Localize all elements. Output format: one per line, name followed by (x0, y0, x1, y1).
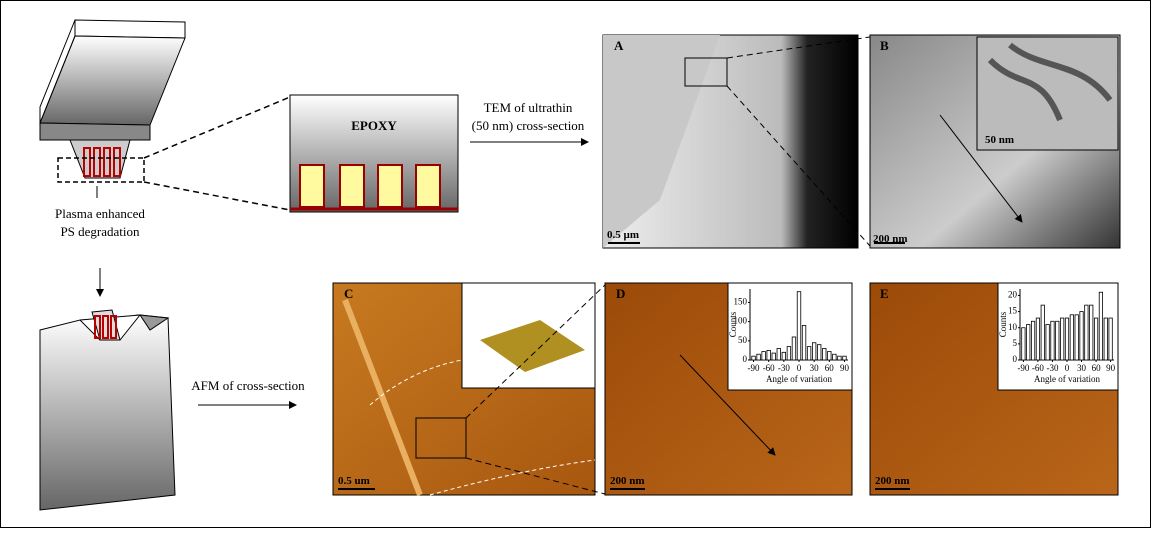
y-axis-label: Counts (728, 311, 738, 337)
bar (828, 352, 832, 360)
bar (1031, 321, 1034, 360)
scale-label: 200 nm (873, 233, 908, 245)
y-tick-label: 15 (1008, 306, 1018, 316)
x-tick-label: 30 (1077, 363, 1087, 373)
x-tick-label: 90 (840, 363, 850, 373)
bar (1046, 325, 1049, 361)
scale-label: 0.5 um (338, 475, 370, 487)
plasma-label: Plasma enhanced (55, 206, 145, 221)
x-tick-label: -90 (1017, 363, 1029, 373)
bar (1036, 318, 1039, 360)
bar (838, 356, 842, 360)
bar (1022, 328, 1025, 360)
bar (1104, 318, 1107, 360)
panel-letter: B (880, 38, 889, 53)
bar (1070, 315, 1073, 360)
panel-letter: E (880, 286, 889, 301)
y-axis-label: Counts (998, 311, 1008, 337)
afm-label: AFM of cross-section (191, 378, 305, 393)
bar (1051, 321, 1054, 360)
bar (1075, 315, 1078, 360)
bar (777, 348, 781, 360)
panel-letter: C (344, 286, 353, 301)
epoxy-diagram (290, 95, 458, 212)
x-tick-label: 0 (797, 363, 802, 373)
y-tick-label: 150 (734, 296, 748, 306)
tem-label: (50 nm) cross-section (472, 118, 585, 133)
bar (1099, 292, 1102, 360)
scale-label: 200 nm (610, 475, 645, 487)
bar (782, 352, 786, 360)
bar (1080, 312, 1083, 360)
x-tick-label: 90 (1106, 363, 1116, 373)
x-tick-label: 60 (825, 363, 835, 373)
y-tick-label: 20 (1008, 290, 1018, 300)
x-tick-label: 60 (1092, 363, 1102, 373)
x-tick-label: -30 (1046, 363, 1058, 373)
y-tick-label: 10 (1008, 322, 1018, 332)
y-tick-label: 5 (1013, 338, 1018, 348)
bar (817, 345, 821, 360)
scale-label: 200 nm (875, 475, 910, 487)
device-top (40, 20, 290, 296)
x-tick-label: -60 (763, 363, 775, 373)
panel-a (603, 35, 870, 248)
panel-letter: A (614, 38, 624, 53)
scale-label: 0.5 µm (607, 229, 639, 241)
x-axis-label: Angle of variation (1034, 374, 1100, 384)
bar (1041, 305, 1044, 360)
scale-label: 50 nm (985, 134, 1014, 146)
bar (797, 292, 801, 360)
bar (1109, 318, 1112, 360)
bar (843, 356, 847, 360)
bar (1094, 318, 1097, 360)
bar (1027, 325, 1030, 361)
bar (752, 356, 756, 360)
bar (812, 343, 816, 360)
y-tick-label: 50 (738, 335, 748, 345)
x-tick-label: -90 (748, 363, 760, 373)
device-bottom (40, 310, 296, 510)
bar (1085, 305, 1088, 360)
bar (772, 353, 776, 360)
x-axis-label: Angle of variation (766, 374, 832, 384)
bar (1065, 318, 1068, 360)
plasma-label: PS degradation (60, 224, 140, 239)
x-tick-label: -30 (778, 363, 790, 373)
bar (833, 354, 837, 360)
bar (762, 352, 766, 360)
panel-letter: D (616, 286, 625, 301)
bar (1090, 305, 1093, 360)
figure: Plasma enhanced PS degradation EPOXY TEM… (0, 0, 1151, 528)
panel-c (333, 283, 605, 495)
bar (1056, 321, 1059, 360)
x-tick-label: -60 (1032, 363, 1044, 373)
bar (802, 325, 806, 360)
bar (822, 348, 826, 360)
bar (787, 347, 791, 360)
bar (807, 347, 811, 360)
bar (1060, 318, 1063, 360)
bar (757, 354, 761, 360)
tem-label: TEM of ultrathin (484, 100, 573, 115)
bar (767, 350, 771, 360)
x-tick-label: 0 (1065, 363, 1070, 373)
x-tick-label: 30 (810, 363, 820, 373)
epoxy-label: EPOXY (351, 118, 397, 133)
bar (792, 337, 796, 360)
